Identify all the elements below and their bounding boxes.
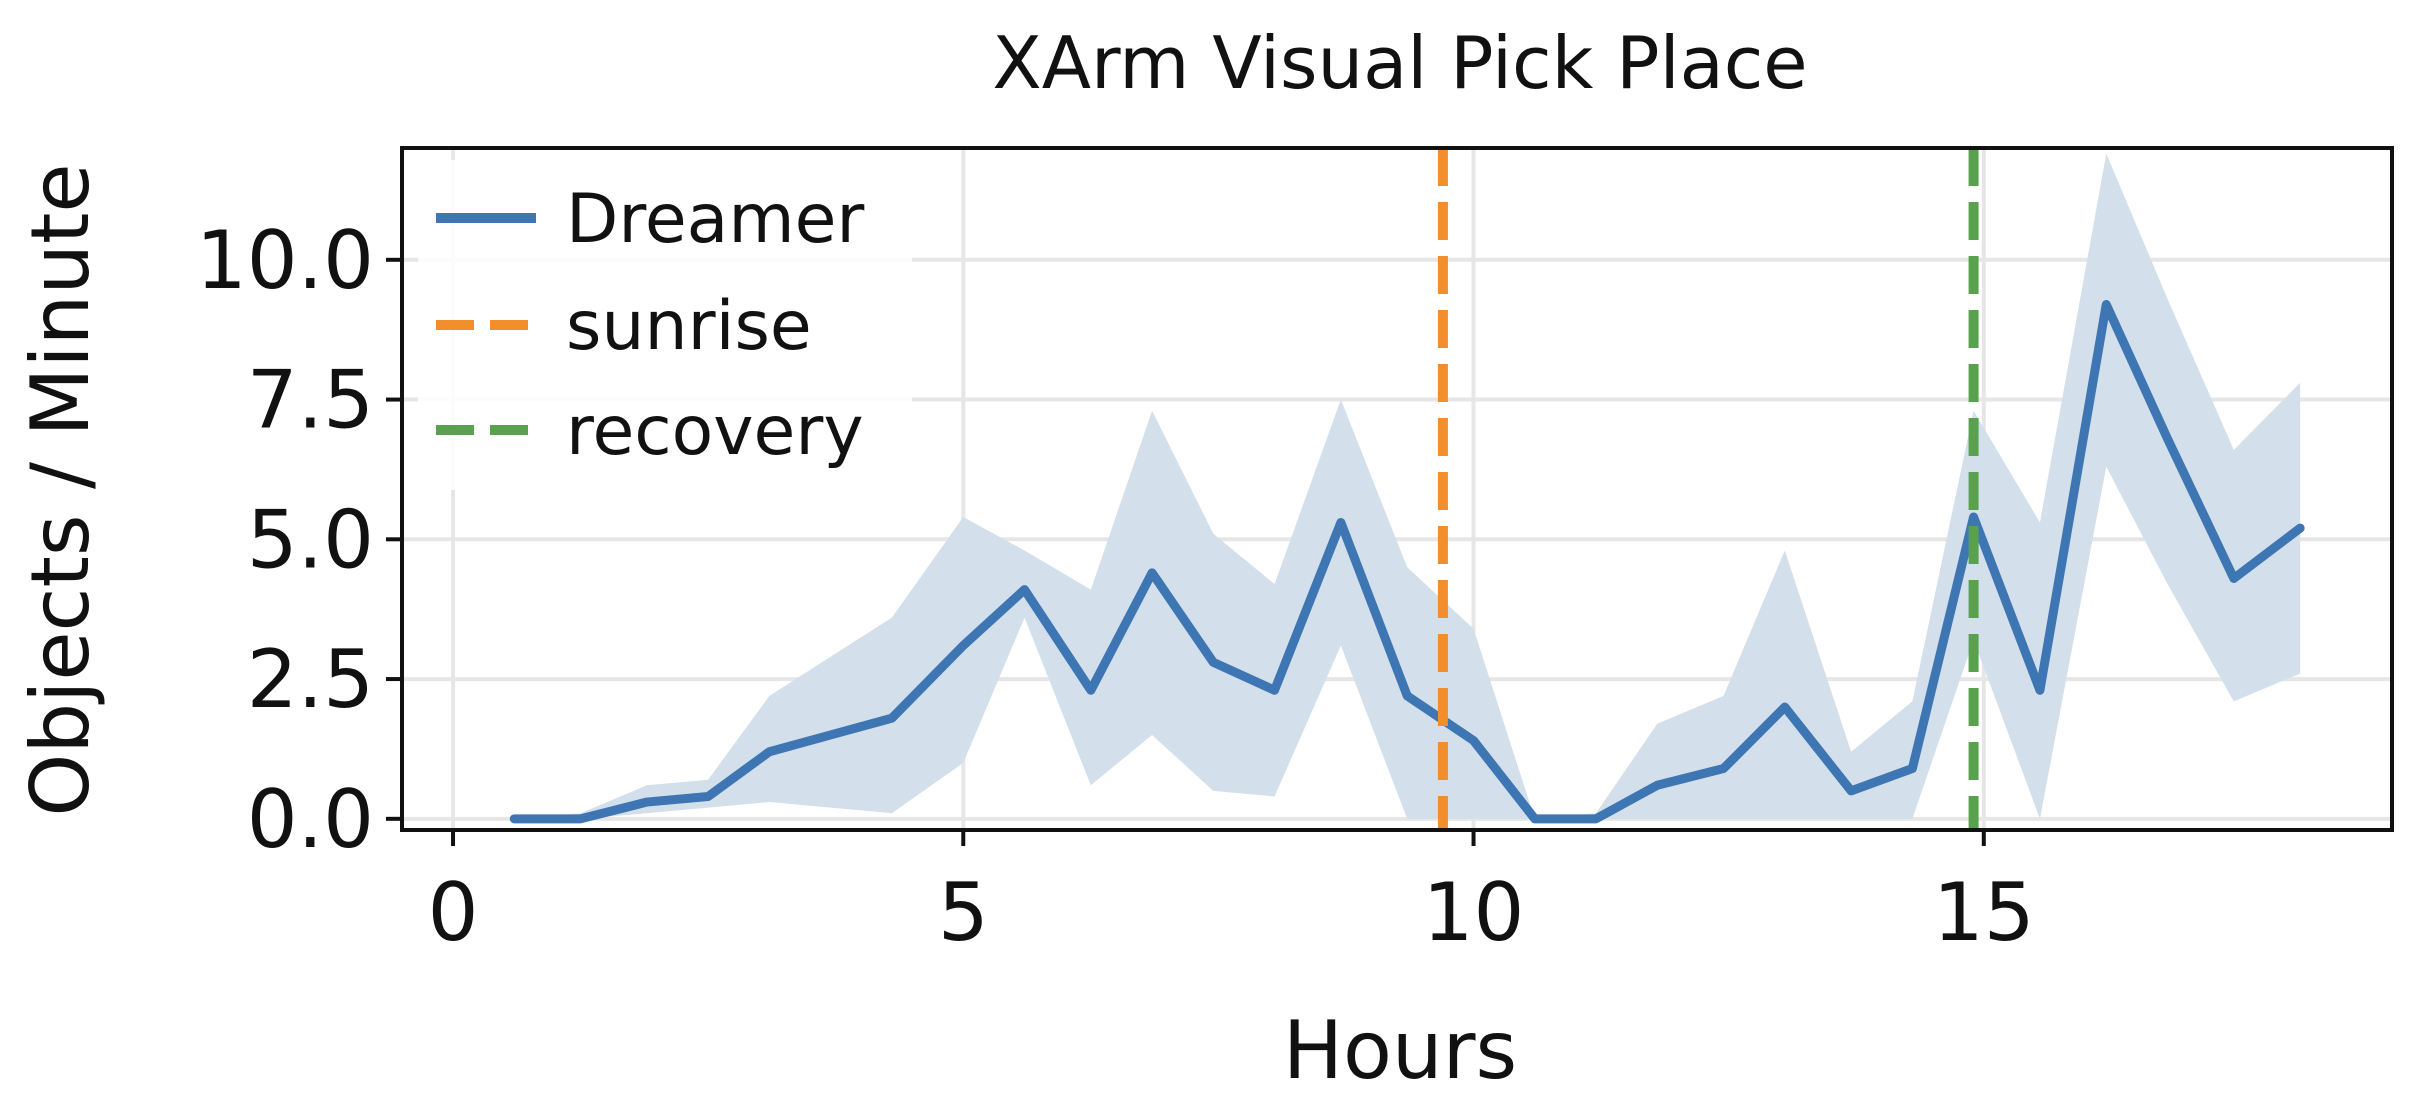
- y-tick-label: 10.0: [196, 214, 374, 307]
- x-tick-label: 15: [1933, 866, 2035, 959]
- x-axis-ticks: 0 5 10 15: [428, 830, 2035, 959]
- legend-label-dreamer: Dreamer: [566, 180, 864, 259]
- y-tick-label: 0.0: [247, 773, 374, 866]
- legend-box: [418, 160, 912, 490]
- legend: Dreamer sunrise recovery: [418, 160, 912, 490]
- x-axis-label: Hours: [1283, 1004, 1517, 1097]
- y-tick-label: 5.0: [247, 493, 374, 586]
- y-axis-ticks: 0.0 2.5 5.0 7.5 10.0: [196, 214, 402, 866]
- vline-layer: [1437, 148, 1979, 830]
- legend-label-sunrise: sunrise: [566, 287, 812, 366]
- x-tick-label: 0: [428, 866, 479, 959]
- legend-item-dreamer: Dreamer: [436, 180, 864, 259]
- plot-frame: [400, 146, 2394, 832]
- legend-label-recovery: recovery: [566, 392, 864, 471]
- line-layer: [509, 300, 2305, 824]
- chart-title: XArm Visual Pick Place: [992, 21, 1807, 105]
- legend-item-recovery: recovery: [436, 392, 864, 471]
- y-tick-label: 7.5: [247, 354, 374, 447]
- legend-item-sunrise: sunrise: [436, 287, 812, 366]
- x-tick-label: 10: [1423, 866, 1525, 959]
- x-tick-label: 5: [938, 866, 989, 959]
- y-tick-label: 2.5: [247, 633, 374, 726]
- y-axis-label: Objects / Minute: [14, 163, 107, 816]
